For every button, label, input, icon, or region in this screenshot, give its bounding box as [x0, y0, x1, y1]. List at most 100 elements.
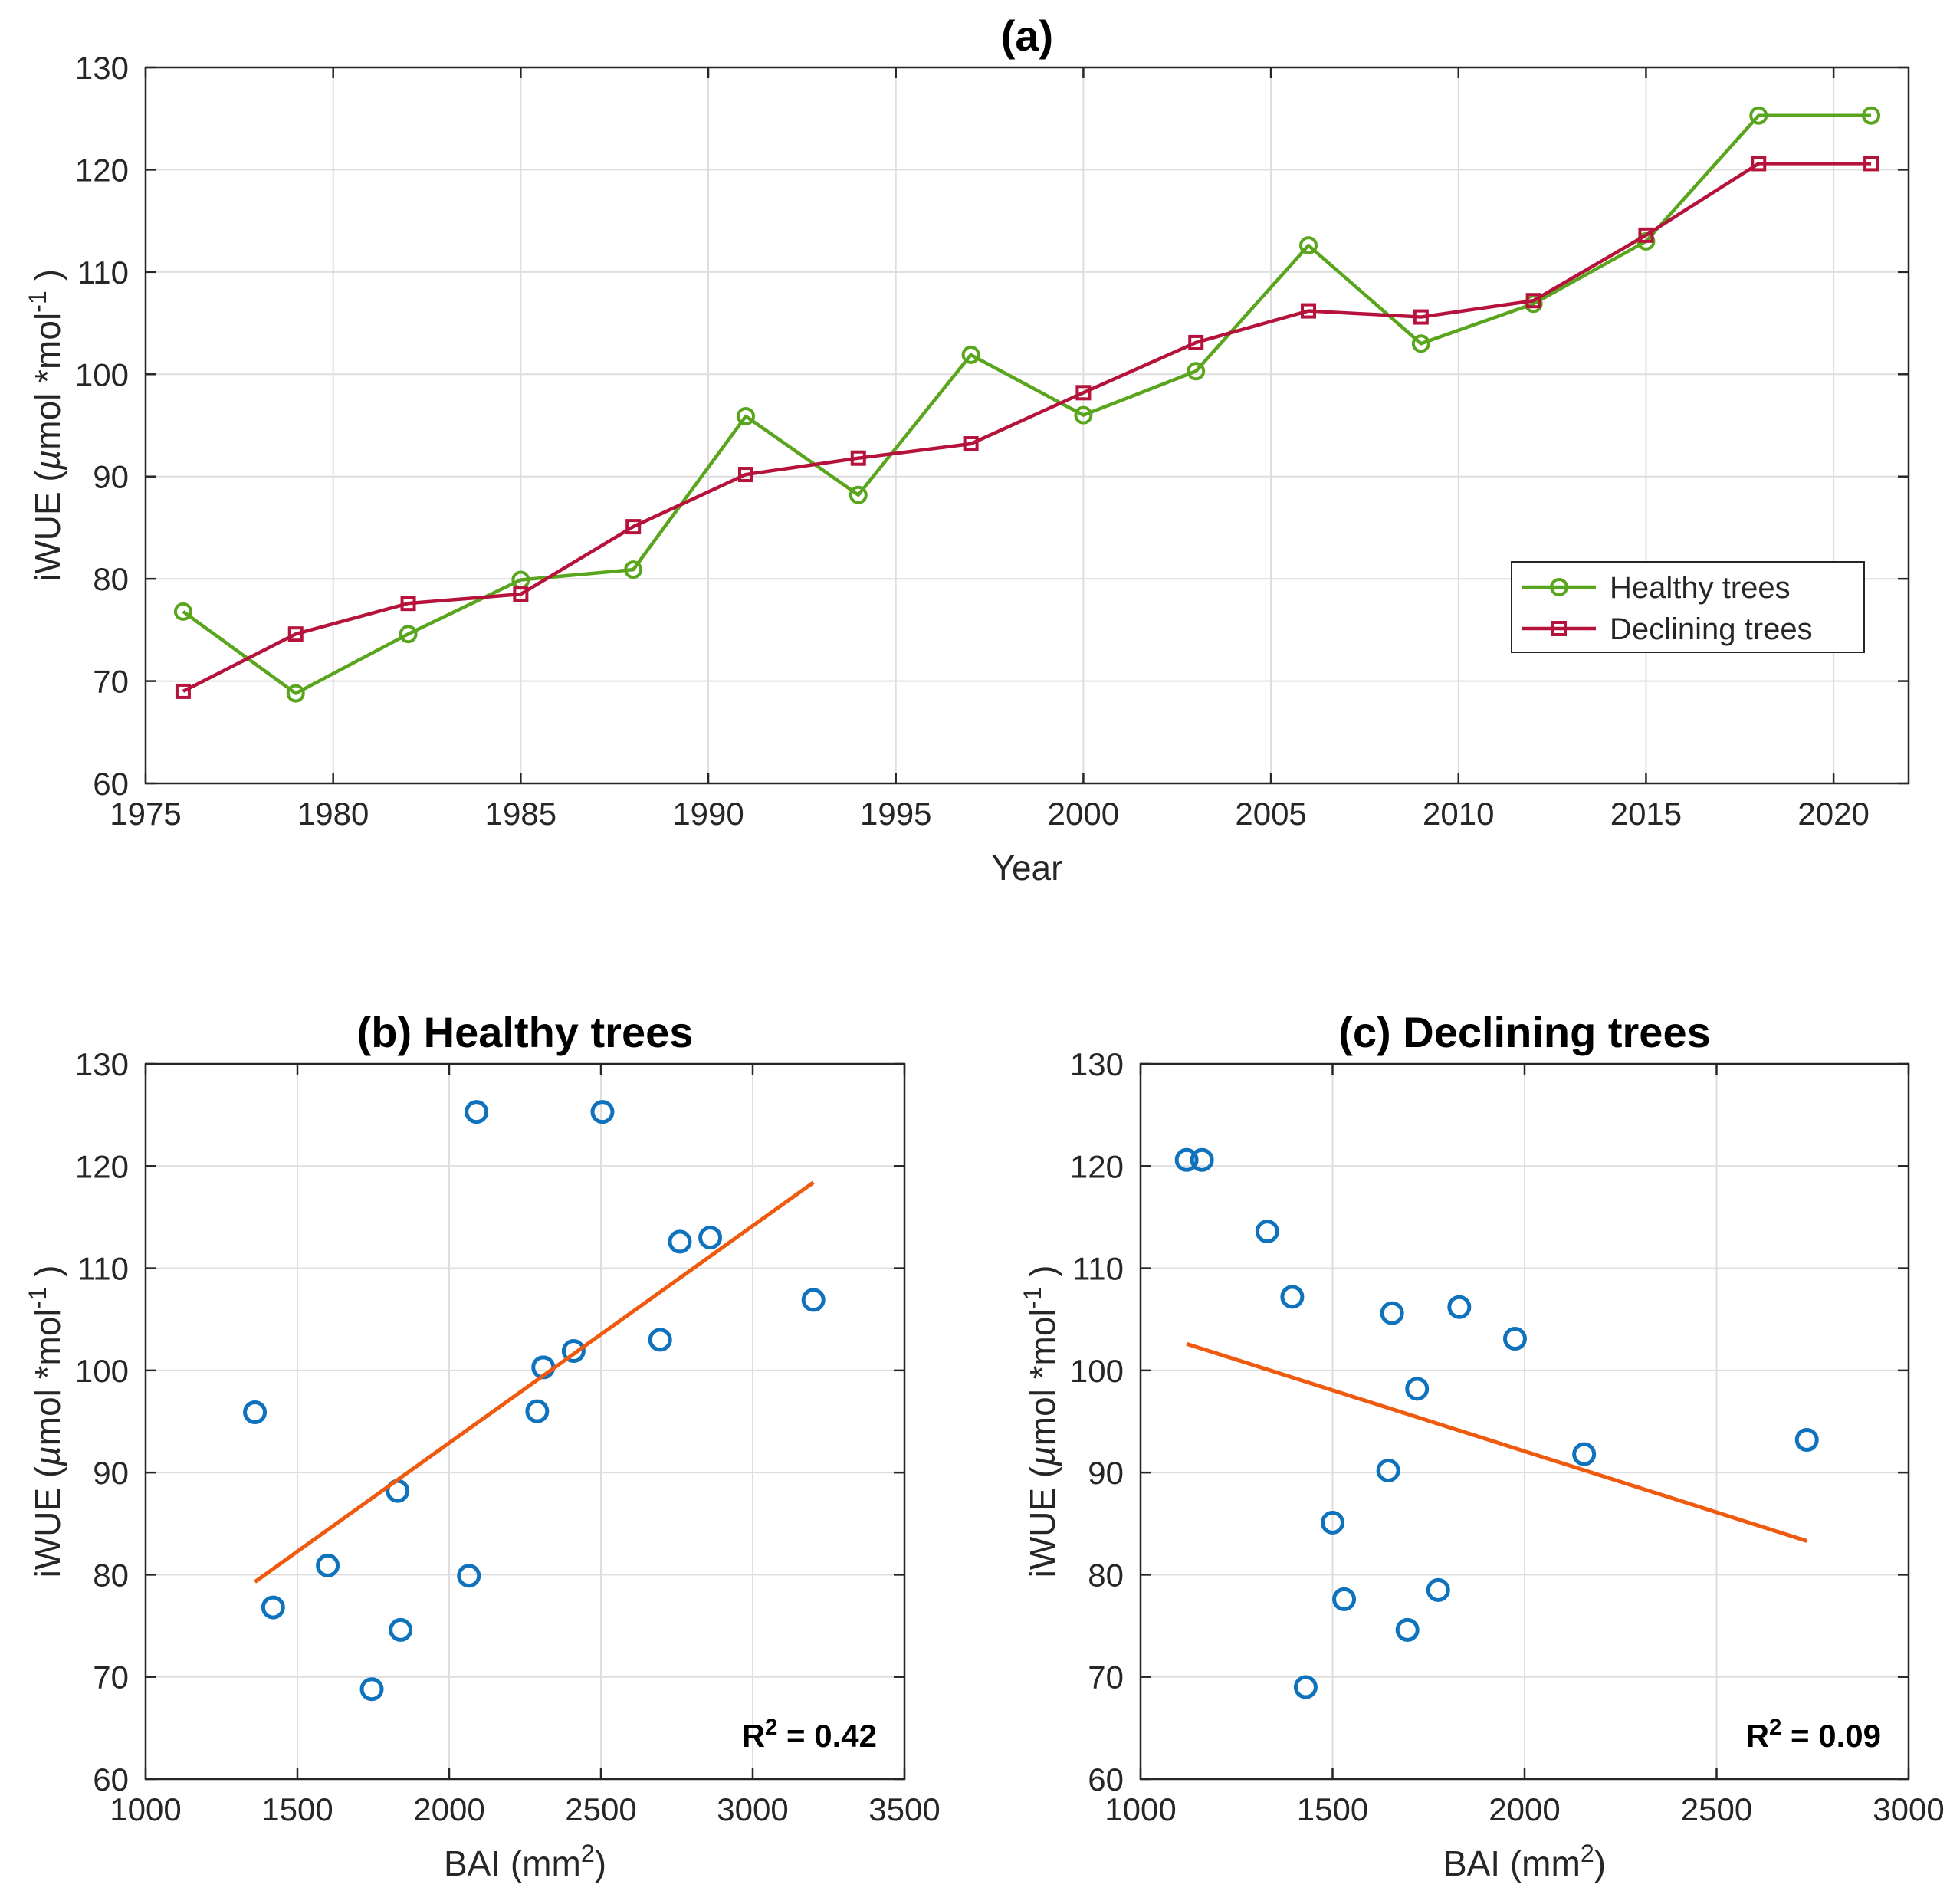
panel-a-series-declining-point-1994 [850, 450, 866, 466]
panel-a-xtick-label-1975: 1975 [110, 796, 181, 832]
panel-b-point-1 [243, 1400, 268, 1425]
panel-b-point-8 [465, 1100, 489, 1124]
panel-c-ytick-label-90: 90 [1088, 1455, 1124, 1491]
panel-b-point-2 [261, 1595, 285, 1620]
panel-b-healthy-scatter: 1000 1500 2000 2500 3000 3500 60 70 80 90 100 110 12… [24, 1008, 941, 1883]
panel-c-ylabel: iWUE (µmol *mol-1 ) [1019, 1266, 1062, 1578]
panel-c-xtick-label-1000: 1000 [1105, 1791, 1176, 1827]
panel-b-xlabel: BAI (mm2) [444, 1840, 606, 1883]
panel-b-ytick-label-130: 130 [75, 1046, 129, 1082]
panel-a-series-healthy-point-2006 [1299, 236, 1318, 255]
panel-a-series-healthy-point-1994 [849, 485, 868, 504]
panel-a-series-healthy-point-2009 [1411, 334, 1430, 353]
panel-a-series-declining-point-1979 [287, 626, 304, 642]
panel-b-ytick-label-100: 100 [75, 1353, 129, 1389]
panel-c-ticks: 1000 1500 2000 2500 3000 60 70 80 90 100 110 120 130 [1070, 1046, 1945, 1827]
panel-c-xtick-label-3000: 3000 [1873, 1791, 1944, 1827]
panel-c-ytick-label-110: 110 [1072, 1251, 1124, 1287]
panel-c-point-9 [1380, 1301, 1404, 1325]
panel-a-series-declining-point-1988 [625, 519, 642, 535]
panel-b-point-12 [590, 1100, 615, 1124]
panel-a-legend: Healthy trees Declining trees [1511, 561, 1865, 653]
panel-b-point-7 [457, 1564, 481, 1588]
panel-a-xtick-label-1980: 1980 [297, 796, 369, 832]
panel-b-ylabel: iWUE (µmol *mol-1 ) [24, 1266, 67, 1578]
panel-a-series-declining-point-2015 [1638, 227, 1654, 243]
panel-c-point-11 [1405, 1377, 1430, 1401]
panel-a-series-declining-point-1976 [175, 683, 191, 699]
panel-b-point-6 [389, 1617, 413, 1642]
panel-a-series-healthy-point-1982 [399, 625, 418, 644]
panel-a-series-healthy-point-2000 [1074, 405, 1093, 425]
panel-c-xtick-label-2500: 2500 [1681, 1791, 1752, 1827]
panel-b-xtick-label-2500: 2500 [565, 1791, 636, 1827]
panel-c-ytick-label-120: 120 [1070, 1148, 1124, 1184]
panel-a-series-healthy-point-1997 [961, 345, 980, 364]
panel-c-ytick-label-80: 80 [1088, 1557, 1124, 1593]
panel-c-point-1 [1174, 1147, 1199, 1172]
panel-a-series-declining-point-2021 [1863, 156, 1879, 172]
panel-c-declining-scatter: 1000 1500 2000 2500 3000 60 70 80 90 100 110 120 130… [1019, 1008, 1945, 1883]
panel-a-series-declining-point-2003 [1188, 334, 1204, 350]
panel-b-xtick-label-3000: 3000 [717, 1791, 788, 1827]
panel-a-xtick-label-2000: 2000 [1048, 796, 1119, 832]
panel-a-ytick-label-70: 70 [93, 664, 129, 700]
panel-a-xtick-label-2020: 2020 [1797, 796, 1869, 832]
panel-a-series-declining-point-2018 [1751, 156, 1767, 172]
panel-c-point-5 [1293, 1675, 1318, 1699]
panel-c-points [1174, 1147, 1819, 1699]
panel-a-series-declining-point-2009 [1413, 309, 1429, 325]
panel-a-title: (a) [1001, 11, 1053, 60]
panel-c-point-8 [1376, 1458, 1400, 1482]
panel-b-ytick-label-120: 120 [75, 1148, 129, 1184]
panel-b-ytick-label-110: 110 [77, 1251, 129, 1287]
panel-a-series-healthy-point-2018 [1749, 106, 1768, 125]
panel-c-xtick-label-2000: 2000 [1489, 1791, 1560, 1827]
panel-a-series-declining [175, 156, 1879, 699]
panel-a-series-declining-line [182, 162, 1872, 693]
panel-a-xlabel: Year [992, 848, 1063, 888]
panel-a-legend-declining-label: Declining trees [1610, 612, 1813, 646]
panel-c-point-15 [1572, 1442, 1597, 1466]
panel-b-point-4 [359, 1677, 384, 1702]
panel-b-points [243, 1100, 826, 1702]
panel-a-series-declining-point-2000 [1075, 385, 1092, 401]
panel-a-ytick-label-100: 100 [75, 356, 129, 392]
panel-c-r-squared: R2 = 0.09 [1746, 1715, 1881, 1755]
panel-a-ytick-label-110: 110 [77, 254, 129, 291]
panel-c-point-16 [1794, 1427, 1819, 1452]
panel-a-legend-healthy-marker [1550, 578, 1568, 596]
panel-b-point-9 [525, 1399, 550, 1423]
panel-a-legend-box [1511, 561, 1865, 653]
panel-a-series-healthy-point-2021 [1862, 106, 1881, 125]
panel-b-point-15 [698, 1226, 723, 1250]
panel-a-series-healthy-point-1988 [624, 560, 643, 579]
panel-a-line-chart: 1975 1980 1985 1990 1995 2000 2005 2010 2015 2020… [24, 11, 1910, 888]
panel-a-series-healthy-point-1976 [173, 602, 192, 621]
panel-a-series-healthy-point-1991 [736, 406, 755, 425]
panel-a-series-declining-point-1997 [963, 436, 979, 452]
panel-b-xtick-label-1000: 1000 [110, 1791, 181, 1827]
panel-a-xtick-label-2010: 2010 [1423, 796, 1494, 832]
panel-a-grid [145, 67, 1909, 784]
panel-c-xtick-label-1500: 1500 [1297, 1791, 1368, 1827]
panel-c-ytick-label-70: 70 [1088, 1659, 1124, 1696]
panel-c-point-12 [1426, 1577, 1450, 1602]
panel-c-ytick-label-130: 130 [1070, 1046, 1124, 1082]
panel-a-series-healthy-point-2003 [1187, 362, 1206, 381]
panel-c-point-7 [1332, 1587, 1357, 1611]
panel-c-grid [1140, 1063, 1909, 1780]
panel-b-xtick-label-2000: 2000 [413, 1791, 484, 1827]
panel-a-xtick-label-2015: 2015 [1610, 796, 1682, 832]
panel-b-ytick-label-80: 80 [93, 1557, 129, 1593]
panel-a-xtick-label-1985: 1985 [485, 796, 556, 832]
panel-c-point-2 [1190, 1147, 1214, 1172]
panel-b-ytick-label-90: 90 [93, 1455, 129, 1491]
panel-c-point-14 [1502, 1327, 1527, 1351]
panel-c-point-4 [1280, 1285, 1305, 1309]
panel-a-series-declining-point-2006 [1301, 303, 1317, 319]
panel-a-ytick-label-80: 80 [93, 561, 129, 597]
panel-a-xtick-label-1995: 1995 [860, 796, 931, 832]
panel-b-xtick-label-1500: 1500 [261, 1791, 333, 1827]
